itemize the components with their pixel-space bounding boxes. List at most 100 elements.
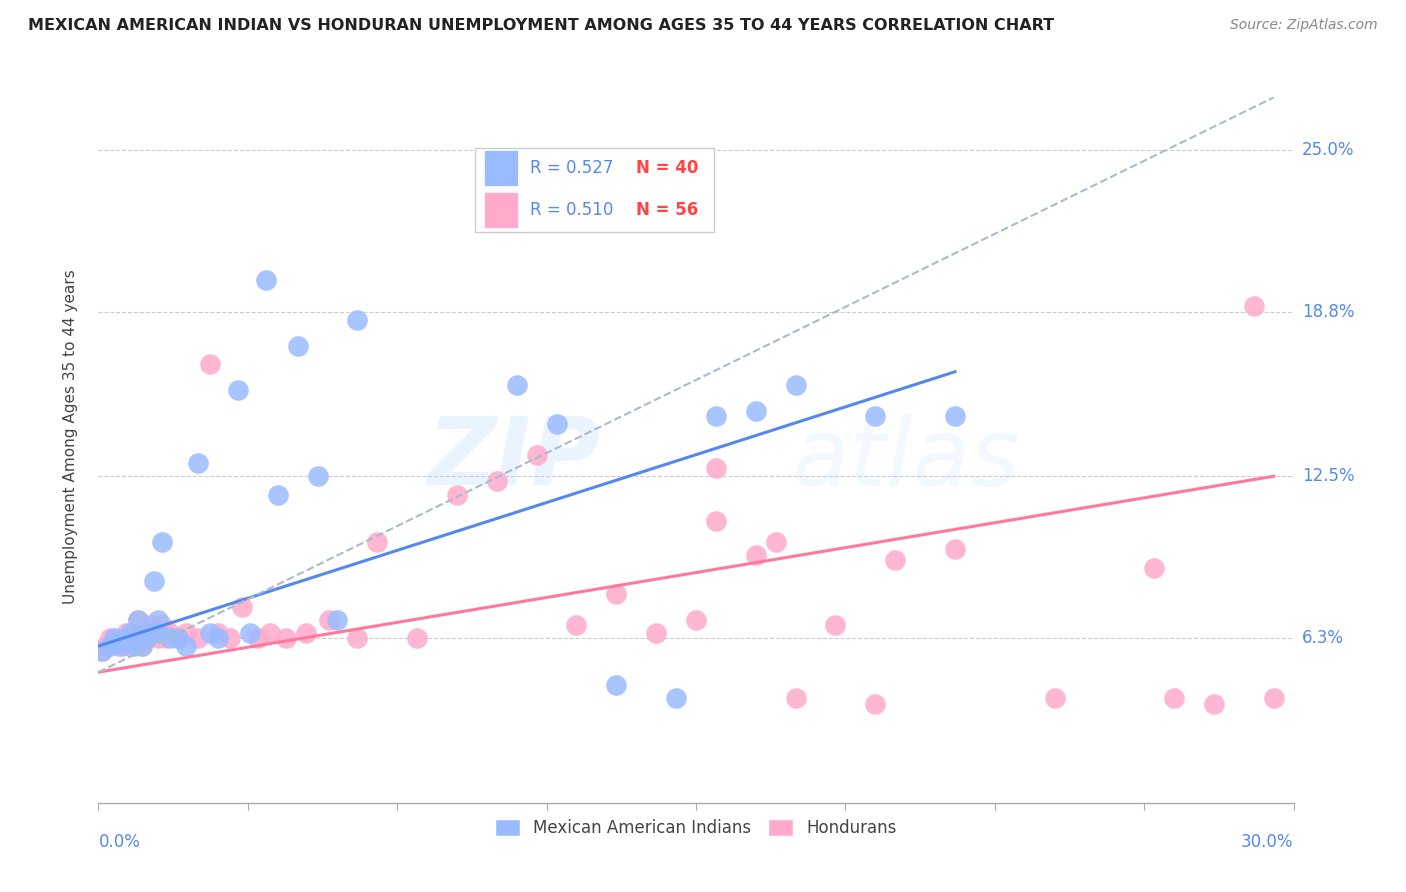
Point (124, 632, 146, 646)
Point (745, 548, 768, 562)
Point (167, 632, 190, 646)
Point (506, 377, 529, 392)
Point (943, 542, 966, 557)
Point (120, 626, 142, 640)
Point (274, 632, 297, 646)
Point (406, 632, 429, 646)
Point (124, 639, 146, 653)
Point (765, 534, 787, 549)
Point (943, 409, 966, 424)
Text: 6.3%: 6.3% (1302, 629, 1344, 648)
Point (91, 644, 114, 658)
Point (207, 632, 229, 646)
Point (207, 626, 229, 640)
Point (139, 626, 162, 640)
Point (307, 469, 329, 483)
Point (143, 574, 166, 588)
Point (546, 417, 568, 431)
Point (127, 613, 149, 627)
Point (96, 639, 118, 653)
Point (239, 626, 262, 640)
Point (605, 678, 627, 692)
Point (824, 618, 846, 632)
Point (107, 639, 129, 653)
Point (187, 632, 209, 646)
Point (785, 691, 807, 706)
Point (865, 409, 887, 424)
Point (187, 456, 209, 470)
Point (148, 632, 170, 646)
Point (704, 514, 727, 528)
Point (131, 639, 153, 653)
Point (1202, 697, 1225, 711)
Text: MEXICAN AMERICAN INDIAN VS HONDURAN UNEMPLOYMENT AMONG AGES 35 TO 44 YEARS CORRE: MEXICAN AMERICAN INDIAN VS HONDURAN UNEM… (28, 18, 1054, 33)
Point (246, 632, 269, 646)
Text: 30.0%: 30.0% (1241, 833, 1294, 851)
Text: N = 40: N = 40 (637, 159, 699, 177)
Text: atlas: atlas (792, 414, 1019, 505)
Point (155, 632, 177, 646)
Text: R = 0.510: R = 0.510 (530, 201, 613, 219)
Point (127, 626, 149, 640)
Point (148, 613, 170, 627)
Point (198, 357, 221, 371)
Y-axis label: Unemployment Among Ages 35 to 44 years: Unemployment Among Ages 35 to 44 years (63, 269, 77, 605)
Point (366, 534, 388, 549)
Text: ZIP: ZIP (427, 413, 600, 505)
Point (115, 626, 138, 640)
Point (785, 377, 807, 392)
Point (107, 633, 129, 648)
Point (259, 626, 281, 640)
Point (127, 632, 149, 646)
Point (1043, 691, 1066, 706)
Text: 12.5%: 12.5% (1302, 467, 1354, 485)
Point (198, 626, 221, 640)
Point (139, 618, 162, 632)
Point (1243, 300, 1265, 314)
Point (111, 632, 134, 646)
Point (287, 339, 309, 353)
Text: 0.0%: 0.0% (98, 833, 141, 851)
Point (103, 632, 125, 646)
Point (865, 697, 887, 711)
Point (294, 626, 316, 640)
FancyBboxPatch shape (475, 148, 714, 232)
Point (605, 587, 627, 601)
Point (884, 553, 907, 567)
Text: R = 0.527: R = 0.527 (530, 159, 613, 177)
Point (346, 312, 368, 326)
Point (346, 632, 368, 646)
Point (91, 644, 114, 658)
Point (665, 691, 688, 706)
Text: 25.0%: 25.0% (1302, 141, 1354, 159)
Point (111, 639, 134, 653)
Point (120, 639, 142, 653)
Point (254, 273, 277, 287)
Point (174, 626, 197, 640)
Text: 18.8%: 18.8% (1302, 302, 1354, 321)
Point (526, 448, 548, 462)
Point (485, 475, 508, 489)
Point (103, 633, 125, 648)
Point (219, 632, 242, 646)
Point (1163, 691, 1185, 706)
Legend: Mexican American Indians, Hondurans: Mexican American Indians, Hondurans (486, 811, 905, 846)
Point (131, 639, 153, 653)
Point (148, 626, 170, 640)
Point (704, 461, 727, 475)
Point (645, 626, 668, 640)
Point (231, 599, 253, 614)
FancyBboxPatch shape (485, 150, 517, 186)
Point (745, 404, 768, 418)
Point (143, 626, 166, 640)
Point (135, 632, 157, 646)
Point (1143, 560, 1166, 574)
FancyBboxPatch shape (485, 192, 517, 228)
Point (174, 639, 197, 653)
Point (704, 409, 727, 424)
Point (1263, 691, 1285, 706)
Point (115, 632, 138, 646)
Point (167, 632, 190, 646)
Text: Source: ZipAtlas.com: Source: ZipAtlas.com (1230, 18, 1378, 32)
Point (267, 487, 290, 501)
